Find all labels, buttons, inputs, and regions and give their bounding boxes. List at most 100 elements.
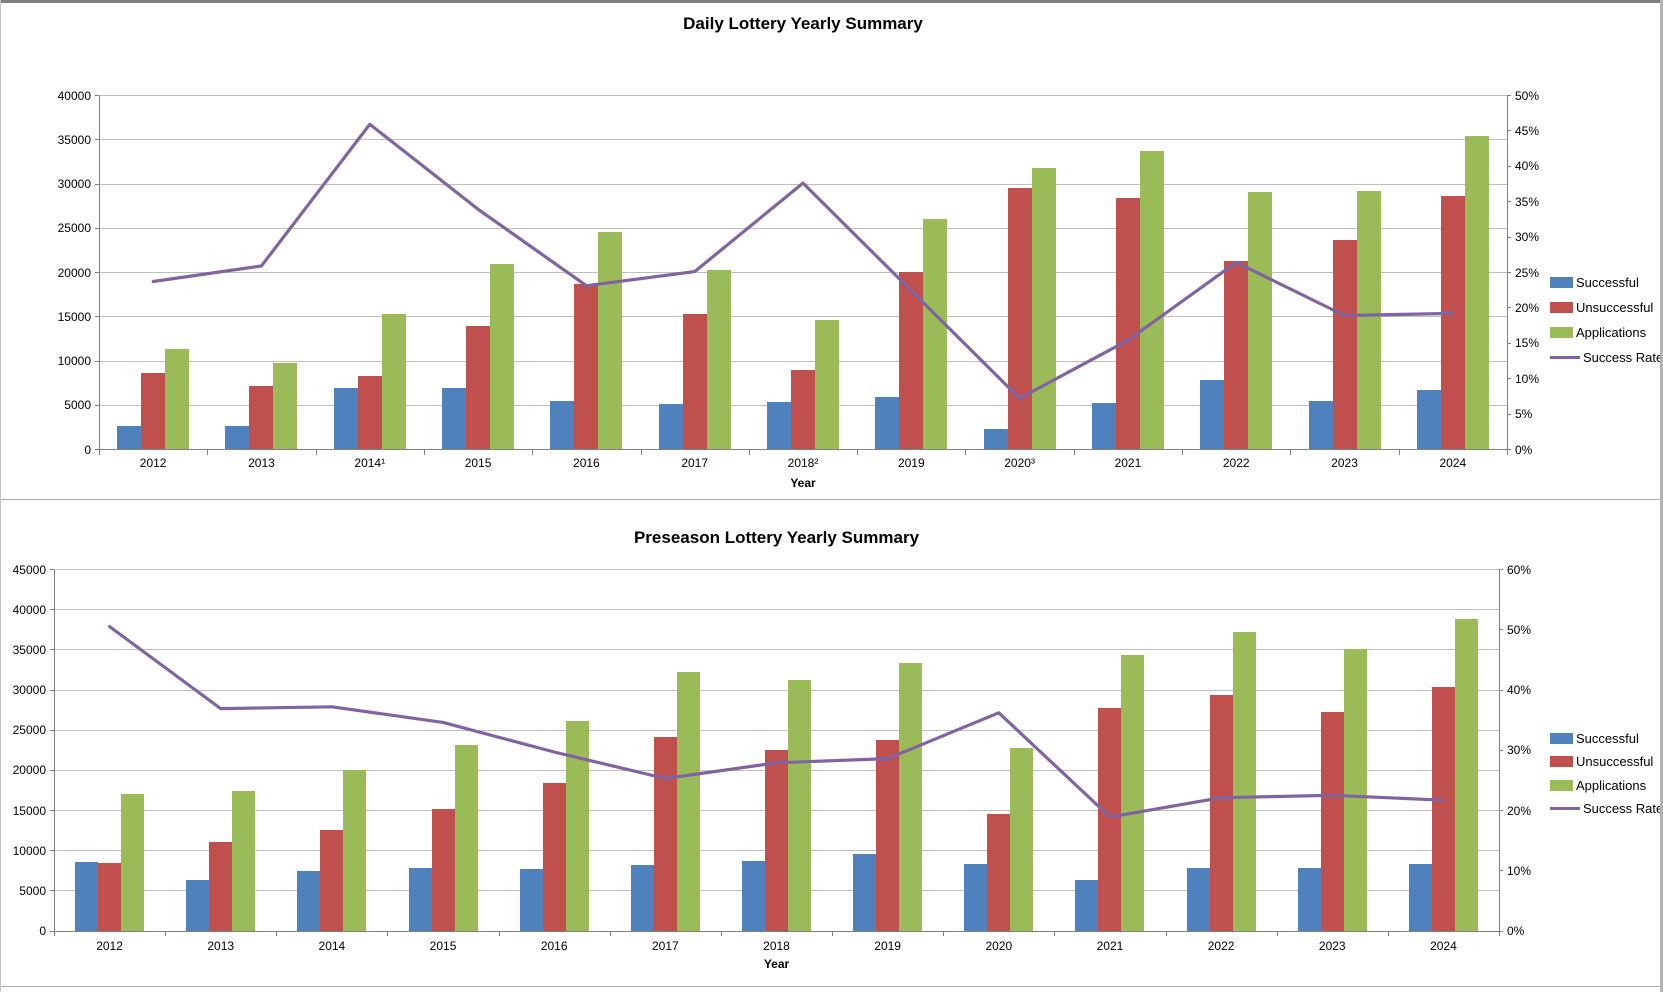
- bar-unsuccessful: [876, 739, 900, 931]
- x-axis-tick-label: 2017: [681, 456, 709, 470]
- y-axis-tick: [95, 360, 99, 362]
- y-axis-tick-label: 40000: [57, 88, 91, 103]
- preseason-x-axis-title: Year: [763, 957, 790, 971]
- y-axis-tick: [50, 649, 54, 651]
- x-axis-tick-label: 2023: [1318, 939, 1346, 953]
- gridline: [99, 183, 1507, 185]
- legend-label: Unsuccessful: [1576, 753, 1654, 769]
- bar-applications: [706, 269, 731, 450]
- right-axis-tick: [1507, 236, 1511, 238]
- x-axis-tick: [387, 931, 389, 936]
- secondary-axis-line: [1499, 569, 1500, 931]
- bar-applications: [923, 218, 948, 450]
- x-axis-tick-label: 2014¹: [354, 456, 386, 470]
- legend-item-success-rate: Success Rate: [1550, 798, 1660, 818]
- x-axis-tick-label: 2023: [1331, 456, 1358, 470]
- right-axis-tick-label: 30%: [1507, 743, 1532, 758]
- bar-unsuccessful: [574, 284, 599, 450]
- right-axis-tick: [1507, 342, 1511, 344]
- bar-successful: [658, 404, 683, 450]
- y-axis-tick-label: 15000: [57, 309, 91, 324]
- legend-item-applications: Applications: [1550, 322, 1646, 342]
- x-axis-tick-label: 2021: [1096, 939, 1124, 953]
- x-axis-tick: [1165, 931, 1167, 936]
- legend-label: Unsuccessful: [1576, 299, 1654, 315]
- y-axis-tick-label: 20000: [12, 763, 46, 778]
- y-axis-tick: [50, 890, 54, 892]
- bar-successful: [1416, 390, 1441, 450]
- legend-label: Applications: [1576, 324, 1647, 340]
- y-axis-tick-label: 30000: [12, 683, 46, 697]
- successful-swatch: [1550, 732, 1573, 744]
- x-axis-tick: [1276, 931, 1278, 936]
- bar-successful: [75, 861, 99, 931]
- bar-unsuccessful: [1115, 198, 1140, 450]
- x-axis-tick-label: 2012: [139, 456, 167, 470]
- x-axis-tick-label: 2021: [1114, 456, 1142, 470]
- right-axis-tick: [1499, 810, 1503, 811]
- right-axis-tick: [1499, 689, 1503, 691]
- y-axis-tick-label: 35000: [12, 642, 46, 657]
- bar-applications: [598, 231, 623, 450]
- y-axis-tick-label: 10000: [12, 843, 46, 858]
- x-axis-tick-label: 2015: [464, 456, 492, 470]
- x-axis-tick: [423, 449, 425, 455]
- legend-item-applications: Applications: [1550, 775, 1646, 795]
- right-axis-tick: [1507, 130, 1511, 132]
- x-axis-line: [54, 930, 1500, 932]
- bar-unsuccessful: [466, 325, 491, 450]
- bar-successful: [333, 387, 358, 450]
- gridline: [99, 272, 1507, 273]
- right-axis-tick-label: 40%: [1507, 683, 1532, 697]
- y-axis-tick: [95, 227, 99, 229]
- y-axis-tick-label: 0: [39, 924, 46, 938]
- x-axis-tick-label: 2016: [573, 456, 600, 470]
- window-bottom-edge: [1, 986, 1660, 987]
- x-axis-tick: [165, 931, 167, 936]
- x-axis-tick: [498, 931, 500, 936]
- x-axis-tick: [99, 449, 100, 455]
- right-axis-tick: [1507, 272, 1511, 273]
- bar-successful: [1186, 867, 1210, 931]
- y-axis-tick: [95, 272, 99, 273]
- secondary-axis-line: [1507, 95, 1508, 450]
- y-axis-tick: [50, 569, 54, 570]
- bar-applications: [343, 770, 367, 931]
- y-axis-line: [99, 95, 100, 450]
- x-axis-tick-label: 2020³: [1004, 456, 1035, 470]
- bar-applications: [454, 744, 478, 931]
- y-axis-tick: [50, 769, 54, 771]
- bar-applications: [565, 721, 589, 931]
- y-axis-tick: [50, 850, 54, 852]
- bar-successful: [1297, 868, 1321, 931]
- gridline: [54, 609, 1499, 611]
- x-axis-tick-label: 2022: [1222, 456, 1250, 470]
- bar-applications: [1343, 649, 1367, 931]
- bar-unsuccessful: [357, 376, 382, 450]
- x-axis-tick-label: 2018: [763, 939, 790, 953]
- panel-divider: [1, 499, 1660, 500]
- right-axis-tick: [1499, 870, 1503, 872]
- y-axis-tick: [50, 729, 54, 731]
- bar-successful: [630, 865, 654, 931]
- x-axis-tick: [1398, 449, 1400, 455]
- x-axis-tick: [1387, 931, 1389, 936]
- x-axis-tick: [54, 931, 55, 936]
- successful-swatch: [1550, 276, 1573, 288]
- x-axis-tick-label: 2019: [897, 456, 925, 470]
- bar-unsuccessful: [249, 385, 274, 450]
- x-axis-tick: [640, 449, 642, 455]
- bar-applications: [1121, 655, 1145, 931]
- bar-applications: [899, 663, 923, 931]
- bar-successful: [186, 879, 210, 931]
- bar-successful: [983, 429, 1008, 450]
- right-axis-tick-label: 25%: [1515, 265, 1540, 280]
- right-axis-tick-label: 10%: [1515, 371, 1540, 386]
- bar-applications: [1031, 168, 1056, 450]
- x-axis-tick-label: 2024: [1430, 939, 1457, 953]
- gridline: [99, 316, 1507, 318]
- y-axis-tick: [95, 139, 99, 141]
- y-axis-tick-label: 40000: [12, 602, 46, 617]
- x-axis-tick: [1182, 449, 1184, 455]
